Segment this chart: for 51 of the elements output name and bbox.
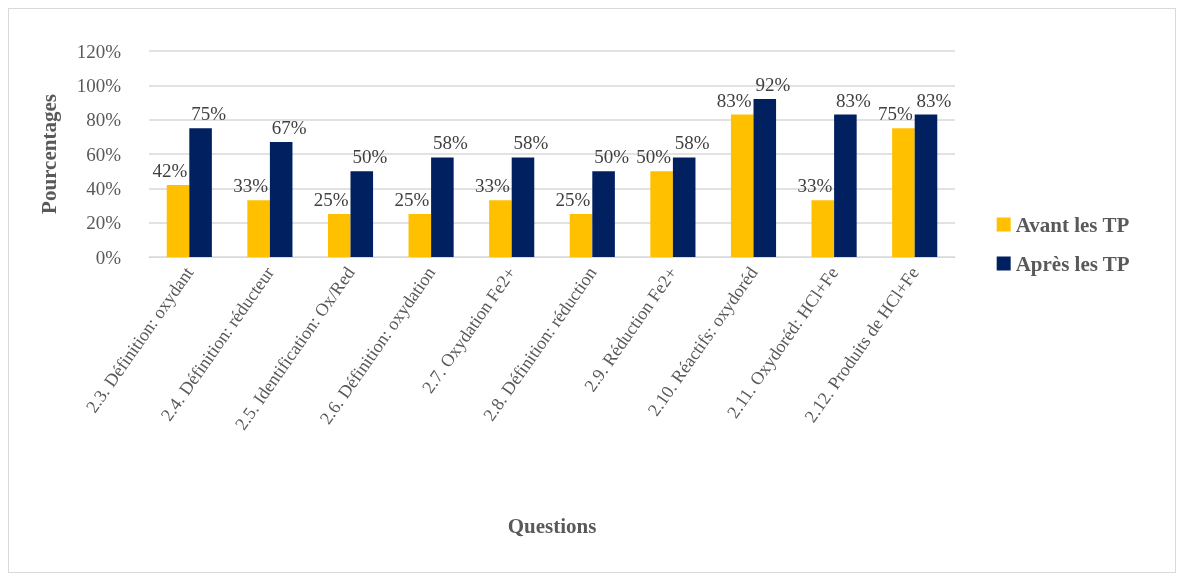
bar bbox=[489, 200, 512, 257]
data-label: 50% bbox=[636, 146, 672, 168]
bar bbox=[189, 128, 212, 257]
data-label: 25% bbox=[555, 189, 591, 211]
data-label: 58% bbox=[513, 132, 549, 154]
bar bbox=[408, 214, 432, 257]
bar bbox=[914, 114, 938, 257]
bar bbox=[327, 214, 351, 257]
bar bbox=[569, 214, 593, 257]
bar bbox=[511, 157, 535, 257]
bar bbox=[269, 141, 293, 257]
y-tick-label: 20% bbox=[86, 212, 122, 234]
y-tick-label: 100% bbox=[76, 74, 122, 96]
data-label: 75% bbox=[878, 103, 913, 125]
y-tick-label: 0% bbox=[95, 246, 122, 268]
data-label: 33% bbox=[475, 175, 510, 197]
bar bbox=[730, 114, 754, 257]
data-label: 83% bbox=[835, 89, 871, 111]
y-tick-label: 80% bbox=[86, 109, 122, 131]
y-tick-label: 40% bbox=[86, 177, 122, 199]
data-label: 50% bbox=[352, 146, 388, 168]
bar bbox=[892, 128, 915, 257]
bar bbox=[350, 171, 374, 257]
bar bbox=[753, 99, 777, 257]
bar bbox=[811, 200, 835, 257]
legend-label: Avant les TP bbox=[1015, 212, 1130, 237]
bar bbox=[650, 171, 673, 257]
data-label: 58% bbox=[432, 132, 468, 154]
bar bbox=[834, 114, 857, 257]
data-label: 83% bbox=[716, 89, 752, 111]
data-label: 33% bbox=[797, 175, 833, 197]
data-label: 67% bbox=[271, 116, 307, 138]
data-label: 83% bbox=[916, 89, 952, 111]
x-axis-title: Questions bbox=[507, 513, 597, 538]
bar bbox=[166, 184, 190, 257]
data-label: 25% bbox=[313, 189, 349, 211]
data-label: 33% bbox=[233, 175, 269, 197]
bar bbox=[247, 200, 270, 257]
data-label: 75% bbox=[191, 103, 227, 125]
data-label: 42% bbox=[152, 159, 188, 181]
data-label: 58% bbox=[674, 132, 710, 154]
data-label: 92% bbox=[755, 74, 791, 96]
data-label: 25% bbox=[394, 189, 430, 211]
legend-label: Après les TP bbox=[1015, 251, 1130, 276]
y-tick-label: 60% bbox=[86, 143, 122, 165]
bar bbox=[672, 157, 696, 257]
y-axis-title: Pourcentages bbox=[36, 94, 61, 214]
bar bbox=[431, 157, 454, 257]
y-tick-label: 120% bbox=[76, 40, 122, 62]
bar bbox=[592, 171, 615, 257]
data-label: 50% bbox=[594, 146, 630, 168]
